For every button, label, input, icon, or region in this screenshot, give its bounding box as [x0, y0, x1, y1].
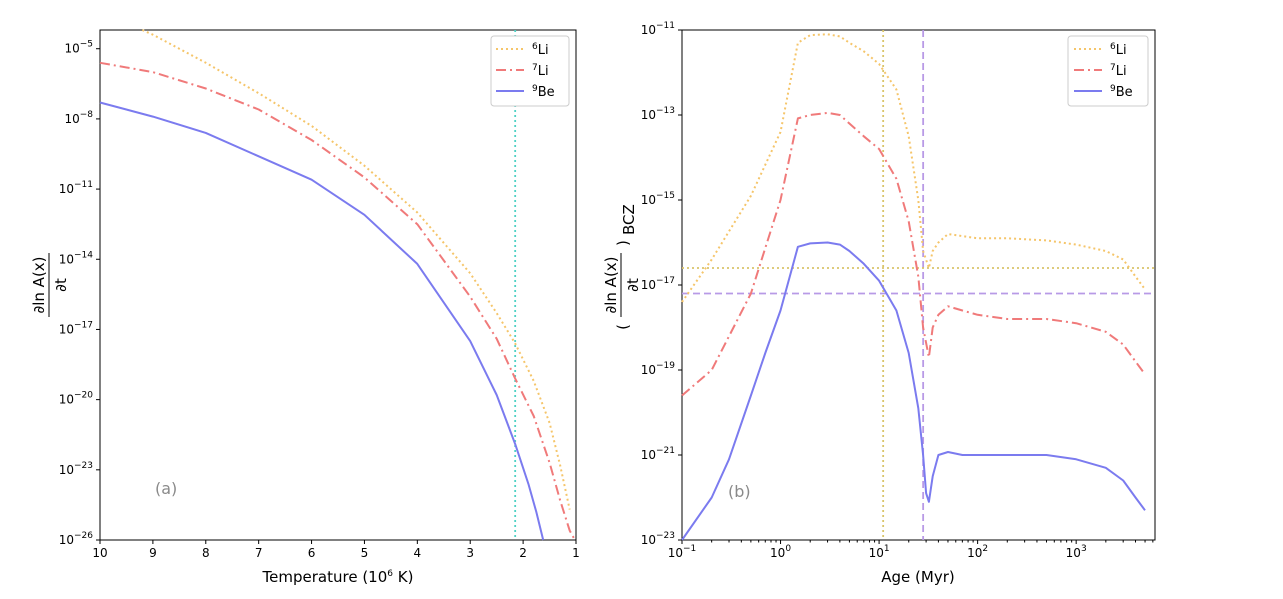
panel-b-xtick-label-4: 103 [1066, 544, 1087, 560]
panel-b-legend: 6Li 7Li 9Be [1067, 35, 1149, 107]
panel-a-legend-label-li6: 6Li [532, 42, 549, 58]
panel-a-xlabel: Temperature (106 K) [262, 568, 414, 586]
panel-a-xtick-label-3: 7 [255, 546, 263, 560]
panel-b-legend-label-be9: 9Be [1110, 84, 1133, 100]
panel-b-ytick-label-1: 10−21 [641, 446, 675, 462]
panel-b-series-be9 [681, 241, 1146, 541]
panel-a-ylabel-denominator: ∂t [52, 278, 70, 292]
svg-text:(: ( [614, 324, 632, 330]
panel-b-ytick-label-0: 10−23 [641, 531, 675, 547]
panel-a-ytick-label-6: 10−8 [64, 110, 93, 126]
panel-a-xtick-label-7: 3 [466, 546, 474, 560]
panel-b-legend-label-li6: 6Li [1110, 42, 1127, 58]
panel-a-ylabel: ∂ln A(x) ∂t [30, 253, 70, 317]
panel-a-legend: 6Li 7Li 9Be [490, 35, 570, 107]
panel-b-label: (b) [728, 482, 751, 501]
panel-b-ytick-label-5: 10−13 [641, 106, 675, 122]
panel-a-ytick-label-7: 10−5 [64, 40, 93, 56]
panel-b-xtick-label-1: 100 [770, 544, 791, 560]
panel-b-ytick-label-3: 10−17 [641, 276, 675, 292]
panel-b-ytick-label-6: 10−11 [641, 21, 675, 37]
panel-b-ytick-label-4: 10−15 [641, 191, 675, 207]
panel-a-ytick-label-5: 10−11 [59, 180, 93, 196]
panel-a-ylabel-numerator: ∂ln A(x) [30, 256, 48, 313]
panel-b-xlabel: Age (Myr) [881, 568, 954, 586]
panel-a: 10 9 8 7 6 5 4 3 2 1 10−26 10−23 10−20 10−17 10−14 10−1… [30, 29, 580, 586]
panel-b-ylabel-subscript: BCZ [620, 204, 638, 235]
panel-a-frame [99, 29, 577, 541]
svg-text:): ) [614, 240, 632, 246]
panel-b-legend-label-li7: 7Li [1110, 63, 1127, 79]
panel-b-ylabel-denominator: ∂t [624, 278, 642, 292]
panel-a-xtick-label-5: 5 [361, 546, 369, 560]
panel-b: 10−1 100 101 102 103 10−23 10−21 10−19 10−17 10−1… [602, 21, 1156, 586]
panel-a-series-be9 [99, 101, 545, 541]
panel-b-xtick-label-3: 102 [967, 544, 988, 560]
panel-a-legend-label-li7: 7Li [532, 63, 549, 79]
panel-b-ylabel-numerator: ∂ln A(x) [602, 256, 620, 313]
panel-a-ytick-label-2: 10−20 [59, 391, 94, 407]
panel-a-ytick-label-1: 10−23 [59, 461, 93, 477]
panel-b-xtick-label-2: 101 [869, 544, 890, 560]
panel-a-xtick-label-4: 6 [308, 546, 316, 560]
panel-a-xtick-label-0: 10 [92, 546, 107, 560]
panel-a-series-li7 [99, 61, 576, 541]
panel-a-xtick-label-2: 8 [202, 546, 210, 560]
panel-a-xtick-label-8: 2 [519, 546, 527, 560]
panel-a-ytick-label-3: 10−17 [59, 320, 93, 336]
panel-b-ylabel: ( ∂ln A(x) ∂t ) BCZ [602, 204, 642, 330]
panel-b-ytick-label-2: 10−19 [641, 361, 676, 377]
panel-a-xtick-label-6: 4 [414, 546, 422, 560]
panel-a-xtick-label-1: 9 [149, 546, 157, 560]
panel-b-series-li7 [681, 111, 1146, 397]
panel-a-legend-label-be9: 9Be [532, 84, 555, 100]
panel-a-xtick-label-9: 1 [572, 546, 580, 560]
panel-a-series-li6 [141, 29, 571, 510]
panel-b-series-li6 [681, 33, 1146, 303]
panel-a-ytick-label-4: 10−14 [59, 250, 94, 266]
panel-a-ytick-label-0: 10−26 [59, 531, 94, 547]
panel-a-label: (a) [155, 479, 177, 498]
panel-b-xtick-label-0: 10−1 [668, 544, 697, 560]
